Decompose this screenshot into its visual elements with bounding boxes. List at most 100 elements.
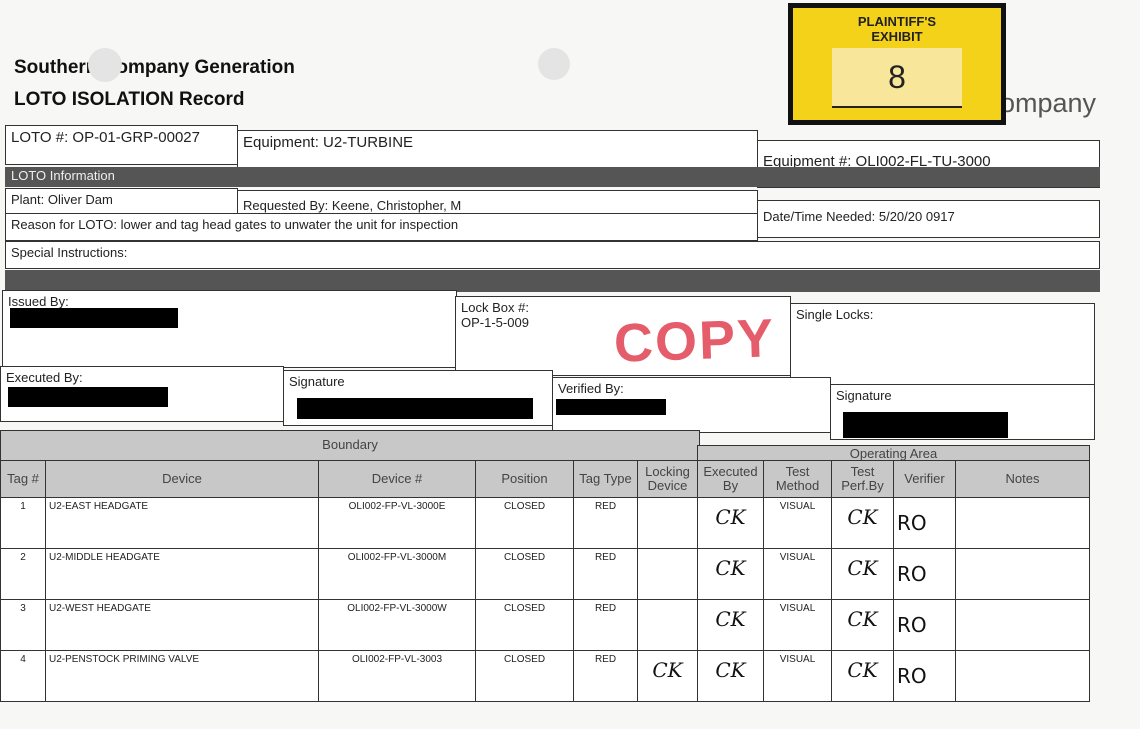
cell-position: CLOSED bbox=[475, 497, 574, 549]
handwritten-initials: CK bbox=[715, 658, 746, 682]
cell-tag: 3 bbox=[0, 599, 46, 651]
plant: Plant: Oliver Dam bbox=[5, 188, 238, 214]
isolation-table: Tag # Device Device # Position Tag Type … bbox=[0, 460, 1090, 702]
cell-perf: CK bbox=[831, 650, 894, 702]
col-position: Position bbox=[475, 460, 574, 498]
cell-notes bbox=[955, 650, 1090, 702]
redaction bbox=[556, 399, 666, 415]
col-tag: Tag # bbox=[0, 460, 46, 498]
cell-device-no: OLI002-FP-VL-3000E bbox=[318, 497, 476, 549]
cell-text: CLOSED bbox=[503, 654, 546, 665]
cell-method: VISUAL bbox=[763, 599, 832, 651]
lock-box-label: Lock Box #: bbox=[461, 300, 529, 315]
cell-locking bbox=[637, 548, 698, 600]
table-row: 3 U2-WEST HEADGATE OLI002-FP-VL-3000W CLOSE… bbox=[0, 599, 1090, 651]
cell-text: CLOSED bbox=[503, 552, 546, 563]
cell-text: 4 bbox=[20, 654, 26, 665]
cell-executed: CK bbox=[697, 599, 764, 651]
issued-by-label: Issued By: bbox=[8, 294, 69, 309]
exhibit-label: PLAINTIFF'S bbox=[857, 14, 937, 29]
cell-position: CLOSED bbox=[475, 548, 574, 600]
issued-by: Issued By: bbox=[2, 290, 457, 368]
cell-verifier: RO bbox=[893, 650, 956, 702]
loto-number: LOTO #: OP-01-GRP-00027 bbox=[5, 125, 238, 165]
cell-device-no: OLI002-FP-VL-3000W bbox=[318, 599, 476, 651]
cell-perf: CK bbox=[831, 497, 894, 549]
cell-tag: 1 bbox=[0, 497, 46, 549]
exhibit-number: 8 bbox=[832, 48, 962, 108]
col-notes: Notes bbox=[955, 460, 1090, 498]
exhibit-label: EXHIBIT bbox=[871, 29, 923, 44]
redaction bbox=[843, 412, 1008, 438]
hole-punch bbox=[538, 48, 570, 80]
cell-text: CLOSED bbox=[503, 603, 546, 614]
cell-verifier: RO bbox=[893, 497, 956, 549]
company-logo: ompany bbox=[1000, 88, 1097, 118]
cell-text: 2 bbox=[20, 552, 26, 563]
cell-text: RED bbox=[594, 501, 617, 512]
section-loto-information: LOTO Information bbox=[5, 167, 1100, 187]
table-header-row: Tag # Device Device # Position Tag Type … bbox=[0, 460, 1090, 498]
cell-device: U2-EAST HEADGATE bbox=[45, 497, 319, 549]
cell-verifier: RO bbox=[893, 548, 956, 600]
reason-for-loto: Reason for LOTO: lower and tag head gate… bbox=[5, 213, 758, 241]
handwritten-initials: CK bbox=[715, 607, 746, 631]
col-tag-type: Tag Type bbox=[573, 460, 638, 498]
cell-executed: CK bbox=[697, 497, 764, 549]
cell-text: CLOSED bbox=[503, 501, 546, 512]
col-test-method: Test Method bbox=[763, 460, 832, 498]
cell-text: RED bbox=[594, 654, 617, 665]
company-name: Southern Company Generation bbox=[14, 57, 295, 78]
col-locking-device: Locking Device bbox=[637, 460, 698, 498]
cell-text: RO bbox=[897, 613, 927, 637]
col-device: Device bbox=[45, 460, 319, 498]
cell-device: U2-PENSTOCK PRIMING VALVE bbox=[45, 650, 319, 702]
cell-text: U2-WEST HEADGATE bbox=[49, 603, 151, 614]
cell-text: U2-MIDDLE HEADGATE bbox=[49, 552, 160, 563]
cell-notes bbox=[955, 497, 1090, 549]
redaction bbox=[10, 308, 178, 328]
cell-device: U2-MIDDLE HEADGATE bbox=[45, 548, 319, 600]
exhibit-sticker: PLAINTIFF'S EXHIBIT 8 bbox=[788, 3, 1006, 125]
copy-stamp: COPY bbox=[613, 308, 777, 374]
cell-text: VISUAL bbox=[779, 603, 816, 614]
boundary-header: Boundary bbox=[0, 430, 700, 461]
col-test-perf-by: Test Perf.By bbox=[831, 460, 894, 498]
cell-text: OLI002-FP-VL-3003 bbox=[351, 654, 443, 665]
cell-position: CLOSED bbox=[475, 599, 574, 651]
handwritten-initials: CK bbox=[847, 607, 878, 631]
single-locks: Single Locks: bbox=[790, 303, 1095, 387]
cell-executed: CK bbox=[697, 548, 764, 600]
cell-perf: CK bbox=[831, 599, 894, 651]
cell-text: RED bbox=[594, 552, 617, 563]
cell-method: VISUAL bbox=[763, 650, 832, 702]
cell-perf: CK bbox=[831, 548, 894, 600]
handwritten-initials: CK bbox=[847, 505, 878, 529]
cell-text: OLI002-FP-VL-3000E bbox=[348, 501, 446, 512]
redaction bbox=[297, 398, 533, 419]
table-row: 2 U2-MIDDLE HEADGATE OLI002-FP-VL-3000M CLO… bbox=[0, 548, 1090, 600]
cell-text: VISUAL bbox=[779, 654, 816, 665]
section-divider bbox=[5, 270, 1100, 292]
col-device-number: Device # bbox=[318, 460, 476, 498]
cell-device-no: OLI002-FP-VL-3003 bbox=[318, 650, 476, 702]
handwritten-initials: CK bbox=[715, 556, 746, 580]
record-title: LOTO ISOLATION Record bbox=[14, 89, 245, 110]
col-verifier: Verifier bbox=[893, 460, 956, 498]
cell-notes bbox=[955, 548, 1090, 600]
table-row: 1 U2-EAST HEADGATE OLI002-FP-VL-3000E CLOSE… bbox=[0, 497, 1090, 549]
cell-text: RO bbox=[897, 562, 927, 586]
table-row: 4 U2-PENSTOCK PRIMING VALVE OLI002-FP-VL-3… bbox=[0, 650, 1090, 702]
handwritten-initials: CK bbox=[652, 658, 683, 682]
equipment: Equipment: U2-TURBINE bbox=[237, 130, 758, 170]
handwritten-initials: CK bbox=[715, 505, 746, 529]
handwritten-initials: CK bbox=[847, 556, 878, 580]
cell-tag-type: RED bbox=[573, 548, 638, 600]
cell-text: 3 bbox=[20, 603, 26, 614]
cell-text: OLI002-FP-VL-3000W bbox=[347, 603, 447, 614]
cell-text: VISUAL bbox=[779, 501, 816, 512]
cell-tag-type: RED bbox=[573, 650, 638, 702]
cell-text: RED bbox=[594, 603, 617, 614]
cell-locking bbox=[637, 497, 698, 549]
cell-text: VISUAL bbox=[779, 552, 816, 563]
